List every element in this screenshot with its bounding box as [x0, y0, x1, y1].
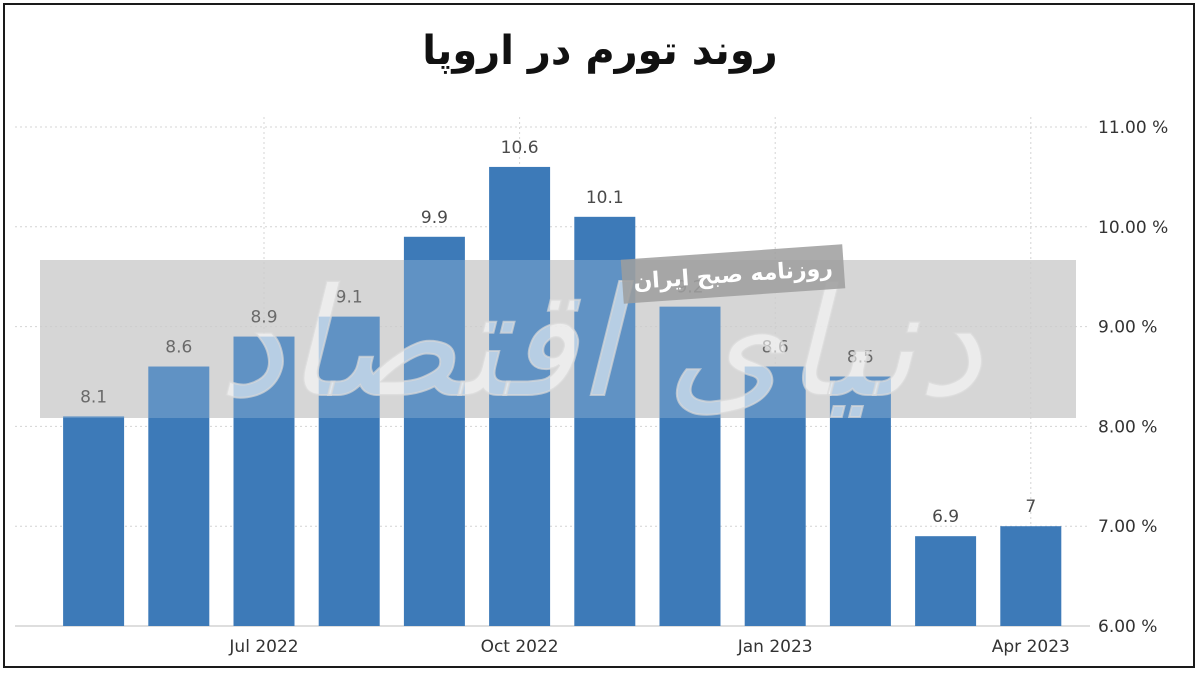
bar-sep-2022	[403, 236, 465, 626]
data-label: 7	[1025, 497, 1036, 517]
bar-jan-2023	[744, 366, 806, 626]
y-tick-label: 10.00 %	[1098, 218, 1168, 238]
data-label: 8.1	[80, 387, 107, 407]
data-label: 8.6	[165, 338, 192, 358]
y-tick-label: 6.00 %	[1098, 617, 1157, 637]
y-tick-label: 9.00 %	[1098, 318, 1157, 338]
data-label: 9.9	[421, 208, 448, 228]
y-tick-label: 7.00 %	[1098, 517, 1157, 537]
data-label: 8.9	[250, 308, 277, 328]
bar-jun-2022	[148, 366, 210, 626]
data-label: 9.1	[336, 288, 363, 308]
bar-oct-2022	[489, 166, 551, 627]
x-tick-label: Oct 2022	[481, 637, 559, 657]
data-label: 8.5	[847, 348, 874, 368]
watermark-band-rect	[40, 260, 1076, 418]
data-label: 8.6	[762, 338, 789, 358]
watermark-band	[40, 260, 1076, 418]
bar-apr-2023	[1000, 526, 1062, 626]
x-axis-ticks: Jul 2022 Oct 2022 Jan 2023 Apr 2023	[228, 637, 1069, 657]
bar-aug-2022	[318, 316, 380, 626]
y-tick-label: 8.00 %	[1098, 417, 1157, 437]
data-label: 6.9	[932, 507, 959, 527]
x-tick-label: Jul 2022	[228, 637, 298, 657]
y-axis-ticks: 6.00 % 7.00 % 8.00 % 9.00 % 10.00 % 11.00 %	[1098, 118, 1168, 637]
data-label: 10.6	[501, 138, 539, 158]
watermark-subtitle-box	[620, 244, 846, 304]
bar-jul-2022	[233, 336, 295, 626]
x-tick-label: Apr 2023	[992, 637, 1070, 657]
bar-feb-2023	[829, 376, 891, 626]
x-tick-label: Jan 2023	[737, 637, 813, 657]
watermark-logo: دنیای اقتصاد	[217, 257, 984, 431]
bar-mar-2023	[915, 536, 977, 626]
bar-dec-2022	[659, 306, 721, 626]
data-label: 10.1	[586, 188, 624, 208]
bar-may-2022	[63, 416, 125, 626]
watermark-band-overlay	[40, 260, 1076, 418]
chart-title: روند تورم در اروپا	[422, 28, 778, 74]
bars	[63, 166, 1062, 627]
y-tick-label: 11.00 %	[1098, 118, 1168, 138]
